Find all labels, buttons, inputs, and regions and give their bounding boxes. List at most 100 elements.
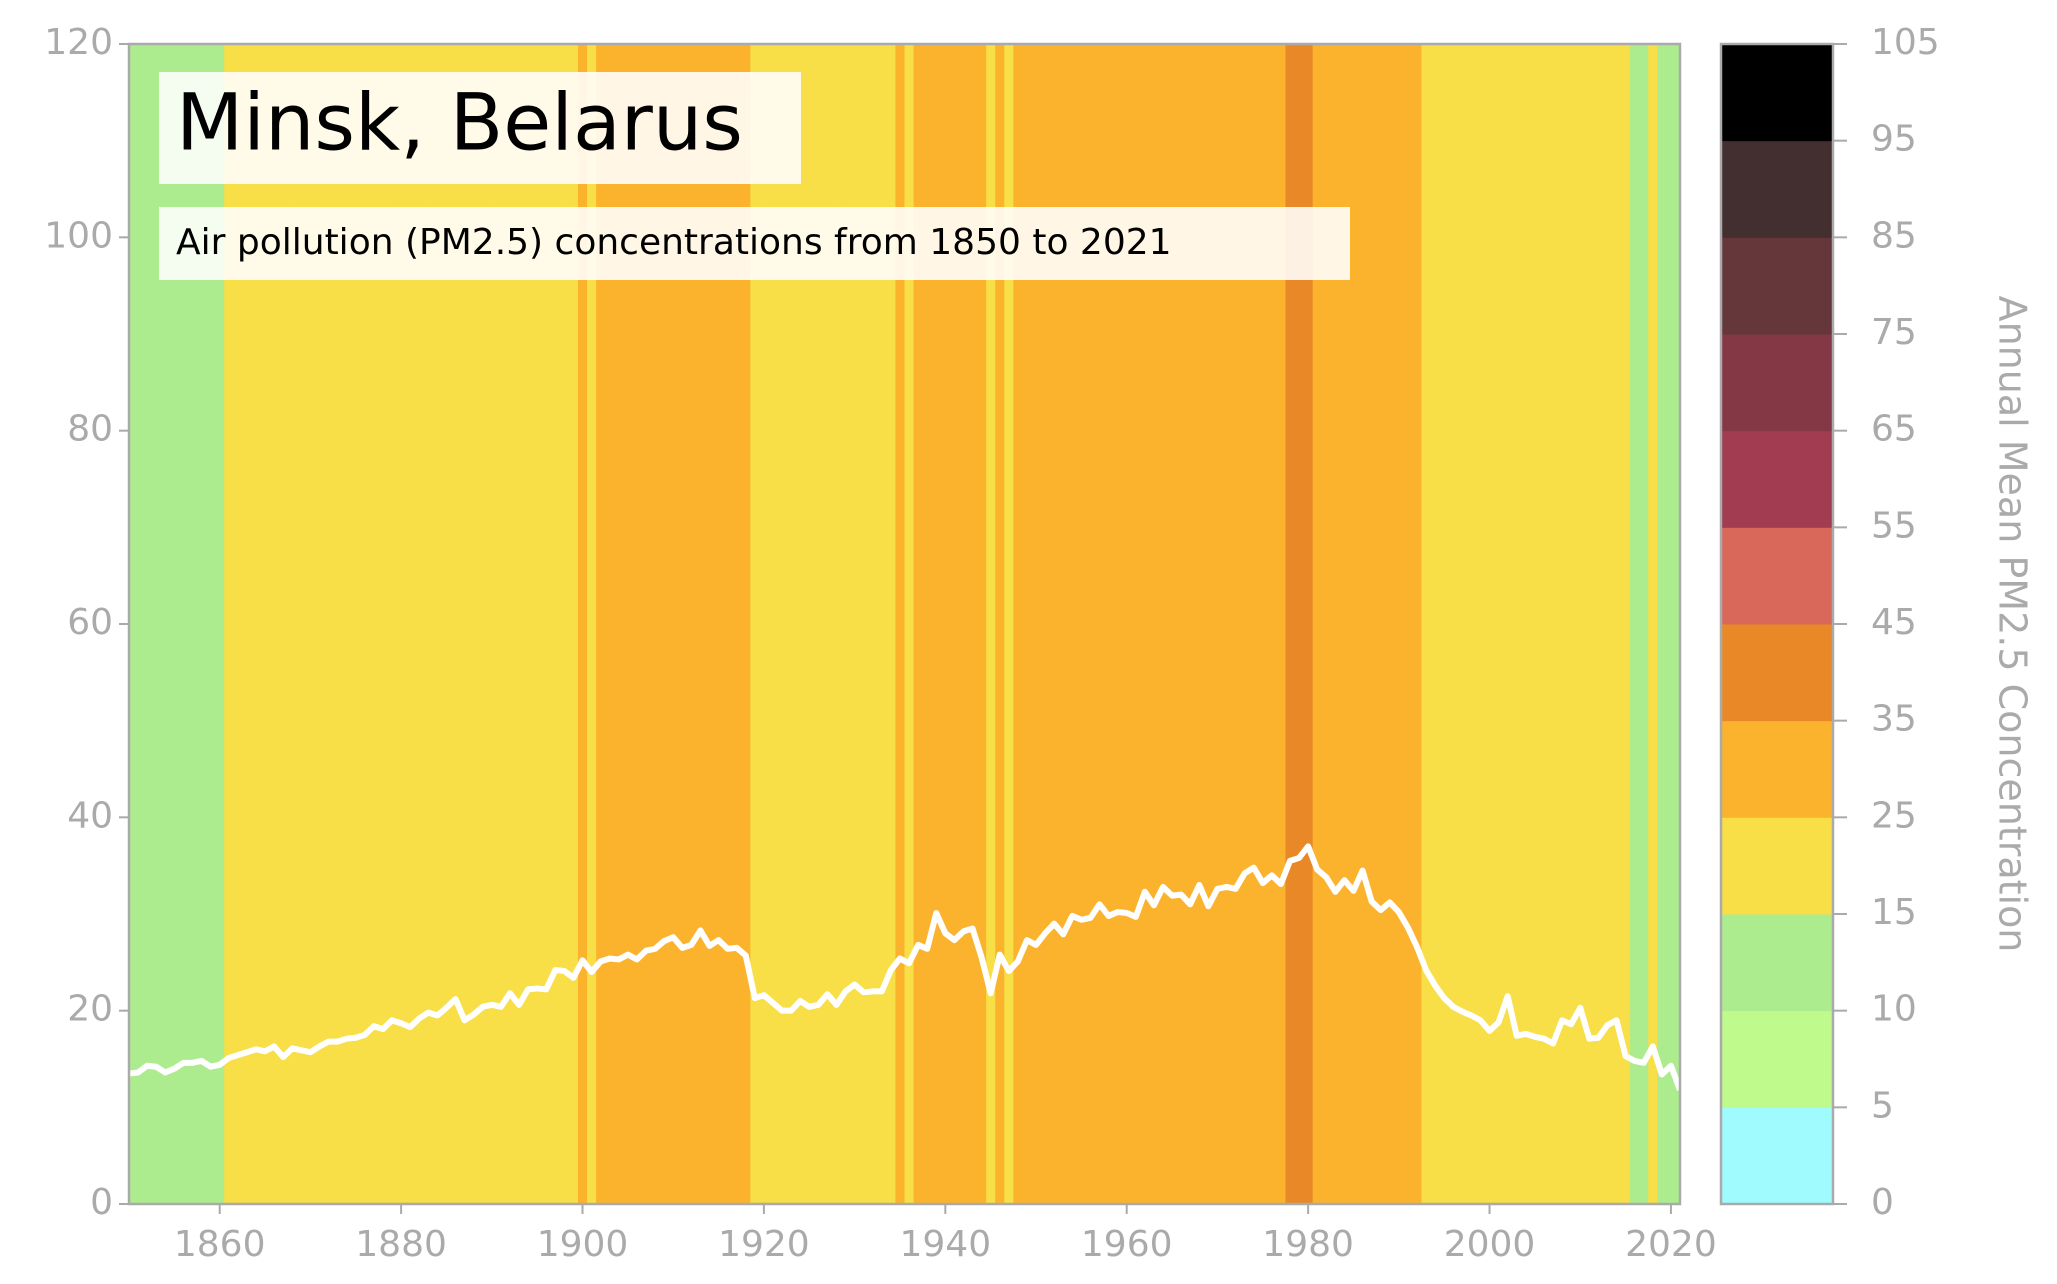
stripe (242, 44, 253, 1204)
stripe (1149, 44, 1160, 1204)
stripe (1430, 44, 1441, 1204)
stripe (677, 44, 688, 1204)
stripe (1276, 44, 1287, 1204)
stripe (1630, 44, 1640, 1204)
stripe (1557, 44, 1568, 1204)
stripe (287, 44, 298, 1204)
stripe (1575, 44, 1586, 1204)
stripe (831, 44, 842, 1204)
colorbar-bin (1721, 1010, 1833, 1108)
stripe (1058, 44, 1069, 1204)
stripe (1648, 44, 1658, 1204)
stripe (423, 44, 434, 1204)
stripe (859, 44, 869, 1204)
stripe (1539, 44, 1550, 1204)
stripe (260, 44, 271, 1204)
stripe (1076, 44, 1087, 1204)
stripe (151, 44, 162, 1204)
colorbar-bin (1721, 914, 1833, 1012)
stripe (1031, 44, 1042, 1204)
stripe (759, 44, 770, 1204)
stripe (1503, 44, 1513, 1204)
x-tick-label: 2000 (1444, 1224, 1536, 1265)
stripe (1249, 44, 1259, 1204)
colorbar-tick-label: 35 (1871, 699, 1917, 740)
stripe (387, 44, 398, 1204)
stripe (169, 44, 180, 1204)
stripe (750, 44, 760, 1204)
colorbar-tick-label: 95 (1871, 119, 1917, 160)
stripe (741, 44, 751, 1204)
stripe (305, 44, 316, 1204)
stripe (868, 44, 878, 1204)
stripe (1231, 44, 1241, 1204)
stripe (786, 44, 797, 1204)
stripe (804, 44, 815, 1204)
stripe (732, 44, 742, 1204)
colorbar-label: Annual Mean PM2.5 Concentration (1991, 296, 2035, 953)
stripe (1530, 44, 1541, 1204)
colorbar-bin (1721, 237, 1833, 335)
stripe (1131, 44, 1141, 1204)
x-tick-label: 1900 (537, 1224, 629, 1265)
stripe (1312, 44, 1323, 1204)
stripe (1666, 44, 1677, 1204)
stripe (1022, 44, 1033, 1204)
chart-subtitle: Air pollution (PM2.5) concentrations fro… (176, 222, 1172, 263)
stripe (1421, 44, 1432, 1204)
stripe (1194, 44, 1205, 1204)
stripe (777, 44, 788, 1204)
stripe (1448, 44, 1459, 1204)
stripe (1085, 44, 1096, 1204)
line-layer (129, 843, 1680, 1091)
stripe (1621, 44, 1631, 1204)
stripe (614, 44, 624, 1204)
stripe (704, 44, 715, 1204)
stripe (723, 44, 733, 1204)
stripe (886, 44, 897, 1204)
stripe (1212, 44, 1223, 1204)
stripe (333, 44, 343, 1204)
colorbar-bin (1721, 140, 1833, 238)
colorbar-tick-label: 25 (1871, 795, 1917, 836)
y-tick-label: 100 (44, 215, 113, 256)
stripe (342, 44, 352, 1204)
stripe (1394, 44, 1404, 1204)
stripe (314, 44, 325, 1204)
colorbar-tick-label: 65 (1871, 409, 1917, 450)
stripe (1303, 44, 1314, 1204)
stripe (1376, 44, 1386, 1204)
colorbar-bin (1721, 334, 1833, 432)
stripe (1013, 44, 1024, 1204)
stripe (659, 44, 670, 1204)
colorbar-tick-label: 105 (1871, 22, 1940, 63)
stripe (460, 44, 470, 1204)
stripe (795, 44, 806, 1204)
colorbar-tick-label: 75 (1871, 312, 1917, 353)
stripe (877, 44, 887, 1204)
stripes (129, 44, 1680, 1204)
stripe (1675, 44, 1680, 1204)
stripe (206, 44, 216, 1204)
stripe (532, 44, 543, 1204)
stripe (1285, 44, 1296, 1204)
stripe (1385, 44, 1395, 1204)
stripe (187, 44, 198, 1204)
colorbar-bin (1721, 720, 1833, 818)
stripe (1466, 44, 1477, 1204)
stripe (1321, 44, 1332, 1204)
stripe (1457, 44, 1468, 1204)
stripe (1113, 44, 1123, 1204)
stripe (514, 44, 525, 1204)
stripe (668, 44, 679, 1204)
stripe (1176, 44, 1187, 1204)
stripe (695, 44, 706, 1204)
stripe (1593, 44, 1604, 1204)
stripe (541, 44, 552, 1204)
stripe (178, 44, 189, 1204)
stripe (1548, 44, 1559, 1204)
stripe (1339, 44, 1350, 1204)
stripe (414, 44, 425, 1204)
